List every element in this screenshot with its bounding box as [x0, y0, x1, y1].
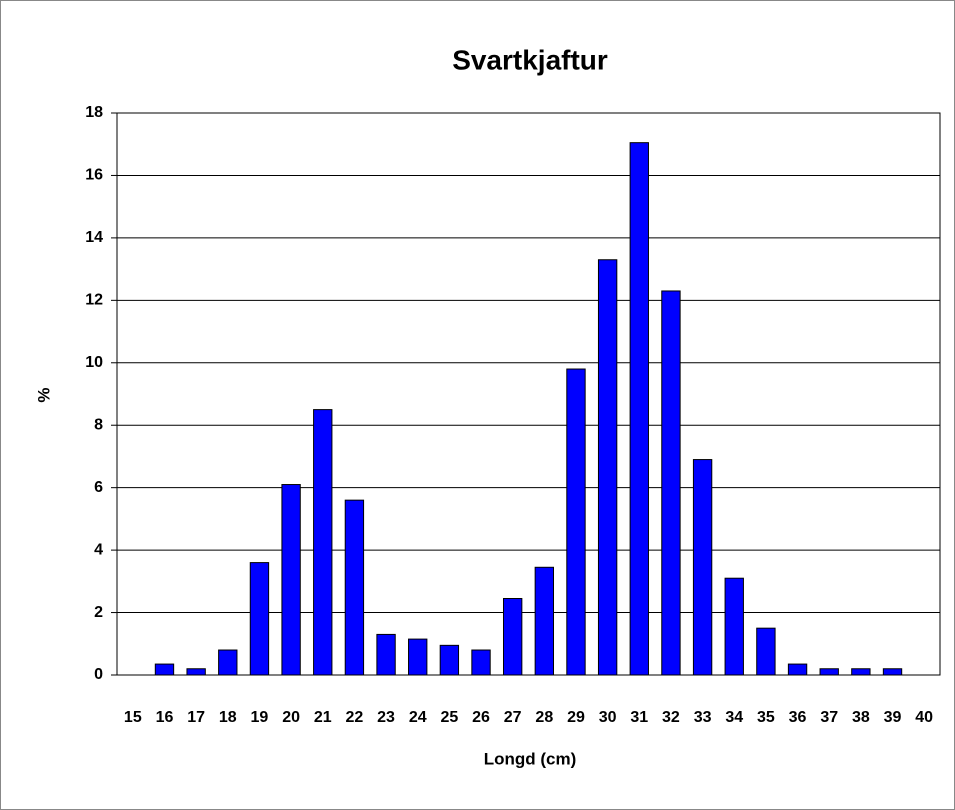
bar — [851, 668, 871, 676]
bar — [344, 499, 365, 676]
x-tick-label: 21 — [314, 709, 332, 726]
y-tick-label: 2 — [94, 604, 103, 621]
x-tick-label: 27 — [504, 709, 522, 726]
bar — [692, 459, 713, 676]
x-tick-label: 37 — [820, 709, 838, 726]
x-tick-label: 15 — [124, 709, 142, 726]
x-tick-label: 17 — [187, 709, 205, 726]
x-tick-label: 28 — [535, 709, 553, 726]
x-tick-label: 39 — [884, 709, 902, 726]
x-tick-label: 38 — [852, 709, 870, 726]
x-tick-label: 33 — [694, 709, 712, 726]
bar — [629, 142, 649, 676]
plot-area — [116, 112, 941, 676]
x-axis-label: Longd (cm) — [484, 749, 577, 768]
bar — [882, 668, 903, 676]
bar — [249, 562, 270, 676]
x-tick-label: 20 — [282, 709, 300, 726]
x-tick-label: 32 — [662, 709, 680, 726]
bar — [471, 649, 491, 676]
bar — [724, 577, 744, 676]
y-tick-label: 16 — [85, 167, 103, 184]
x-tick-label: 24 — [409, 709, 427, 726]
y-tick-label: 10 — [85, 354, 103, 371]
x-tick-label: 31 — [630, 709, 648, 726]
y-tick-label: 18 — [85, 104, 103, 121]
chart-title: Svartkjaftur — [452, 44, 608, 75]
x-tick-label: 30 — [599, 709, 617, 726]
x-tick-label: 22 — [346, 709, 364, 726]
bar — [186, 668, 206, 676]
bar — [502, 598, 523, 676]
y-tick-label: 4 — [94, 541, 103, 558]
bar — [597, 259, 618, 676]
bar — [661, 290, 681, 676]
x-tick-label: 29 — [567, 709, 585, 726]
x-tick-label: 16 — [156, 709, 174, 726]
bar — [313, 409, 333, 676]
x-tick-label: 26 — [472, 709, 490, 726]
x-tick-label: 34 — [725, 709, 743, 726]
bar — [819, 668, 839, 676]
y-tick-label: 0 — [94, 666, 103, 683]
bar — [756, 627, 776, 676]
bar — [218, 649, 238, 676]
bar — [566, 368, 586, 676]
bar — [439, 644, 460, 676]
y-tick-label: 12 — [85, 292, 103, 309]
bar — [787, 663, 808, 676]
x-tick-label: 40 — [915, 709, 933, 726]
bar — [281, 484, 301, 676]
x-tick-label: 25 — [440, 709, 458, 726]
bar — [376, 633, 396, 676]
y-axis-label: % — [34, 387, 53, 402]
y-tick-label: 8 — [94, 416, 103, 433]
bar — [534, 566, 555, 676]
y-tick-label: 14 — [85, 229, 103, 246]
x-tick-label: 19 — [251, 709, 269, 726]
x-tick-label: 36 — [789, 709, 807, 726]
x-tick-label: 23 — [377, 709, 395, 726]
bar — [408, 638, 428, 676]
y-tick-label: 6 — [94, 479, 103, 496]
bar — [154, 663, 175, 676]
x-tick-label: 35 — [757, 709, 775, 726]
x-tick-label: 18 — [219, 709, 237, 726]
